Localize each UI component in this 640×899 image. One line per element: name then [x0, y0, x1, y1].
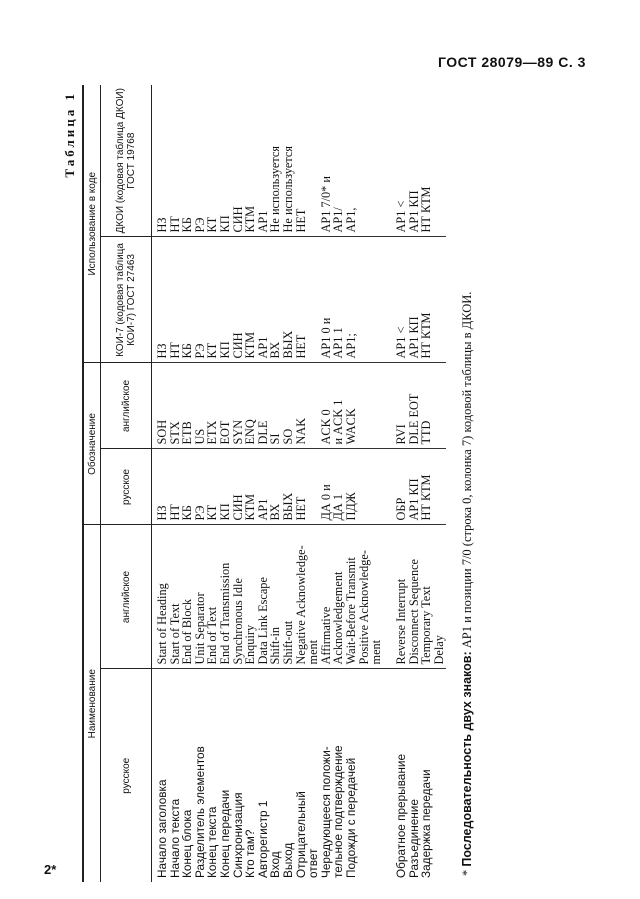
table-cell: SO — [281, 362, 295, 449]
table-cell: АР1, — [344, 84, 383, 237]
table-cell: End of Block — [180, 524, 194, 669]
column-header: английское — [100, 524, 152, 669]
column-header: английское — [100, 362, 152, 449]
table-cell: НЗ — [151, 448, 169, 525]
table-cell: RVI — [382, 362, 408, 449]
table-cell: Подожди с передачей — [343, 757, 358, 878]
table-cell: ПДЖ — [344, 448, 383, 525]
table-cell: ВЫХ — [281, 448, 295, 525]
table-cell: Отрицательный ответ — [293, 791, 321, 878]
table-row: Конец передачи End of Transmission КП EOT КП… — [217, 84, 232, 882]
table-cell: НЗ — [151, 84, 169, 237]
table-cell: КП — [218, 236, 232, 363]
table-cell: NAK — [294, 362, 320, 449]
document-header: ГОСТ 28079—89 С. 3 — [438, 54, 586, 70]
table-cell: КП — [218, 448, 232, 525]
table-cell: КП — [218, 84, 232, 237]
table-cell: НЗ — [151, 236, 169, 363]
table-cell: Конец передачи — [217, 789, 232, 878]
column-header: КОИ-7 (кодовая таблица КОИ-7) ГОСТ 27463 — [100, 236, 152, 363]
table-cell: НЕТ — [294, 448, 320, 525]
table-row: Конец блока End of Block КБ ETB КБ КБ — [180, 84, 195, 882]
table-cell: Affirmative Acknowledgement — [319, 524, 345, 669]
table-cell: SOH — [151, 362, 169, 449]
table-cell: ENQ — [243, 362, 257, 449]
footnote-mark: * — [460, 869, 474, 876]
table-cell: КТМ — [243, 236, 257, 363]
table-cell: Start of Heading — [151, 524, 169, 669]
table-cell: КБ — [180, 84, 194, 237]
group-header: Наименование — [83, 524, 101, 882]
table-cell: Reverse Interrupt — [382, 524, 408, 669]
table-cell: КТМ — [243, 448, 257, 525]
table-cell: КБ — [180, 236, 194, 363]
footnote-text: АР1 и позиции 7/0 (строка 0, колонка 7) … — [460, 291, 474, 652]
table-cell: Shift-out — [281, 524, 295, 669]
table-cell: Выход — [280, 842, 295, 878]
table-cell: КТМ — [243, 84, 257, 237]
table-row: Обратное прерывание Reverse Interrupt ОБР R… — [382, 84, 409, 882]
group-header: Обозначение — [83, 362, 101, 525]
table-cell: Начало заголовка — [155, 779, 169, 878]
table-cell: EOT — [218, 362, 232, 449]
table-cell: АР1 < — [382, 236, 408, 363]
table-cell: WACK — [344, 362, 383, 449]
table-cell: НТ КТМ — [419, 236, 446, 363]
table-row: Задержка передачи Temporary Text Delay НТ … — [419, 84, 446, 882]
column-header: русское — [100, 669, 152, 882]
table-cell: Кто там? — [243, 829, 258, 878]
table-cell: ДА 0 и ДА 1 — [319, 448, 345, 525]
table-cell: ОБР — [382, 448, 408, 525]
table-row: Начало текста Start of Text НТ STX НТ НТ — [168, 84, 182, 882]
table-cell: АР1 0 и АР1 1 — [319, 236, 345, 363]
table-caption: Таблица 1 — [62, 91, 77, 178]
codes-table: Наименование Обозначение Использование в… — [82, 84, 446, 882]
table-cell: НЕТ — [294, 84, 320, 237]
table-cell: ETB — [180, 362, 194, 449]
page-mark: 2* — [44, 862, 57, 877]
table-row: Кто там? Enquiry КТМ ENQ КТМ КТМ — [243, 84, 258, 882]
table-cell: ВЫХ — [281, 236, 295, 363]
footnote-lead: Последовательность двух знаков: — [460, 651, 474, 867]
table-cell: Обратное прерывание — [394, 753, 409, 878]
table-row: Подожди с передачей Wait-Before Transmit … — [343, 84, 383, 882]
table-cell: АР1 7/0* и АР1/ — [319, 84, 345, 237]
table-cell: АР1; — [344, 236, 383, 363]
column-header: русское — [100, 448, 152, 525]
table-cell: НЕТ — [294, 236, 320, 363]
table-row: Чередующееся положи- тельное подтвержден… — [318, 84, 346, 882]
table-cell: НТ КТМ — [419, 448, 446, 525]
table-cell: End of Transmission — [218, 524, 232, 669]
table-cell: Чередующееся положи- тельное подтвержден… — [318, 745, 346, 878]
table-cell: Не используется — [281, 84, 295, 237]
column-header: ДКОИ (кодовая таблица ДКОИ) ГОСТ 19768 — [100, 84, 152, 237]
rotated-table-frame: Таблица 1 Наименование Обозначение Испол… — [62, 84, 492, 882]
table-cell: Задержка передачи — [419, 769, 434, 878]
table-cell: TTD — [419, 362, 446, 449]
table-cell: Enquiry — [243, 524, 257, 669]
table-cell: РЭ — [193, 84, 207, 237]
table-cell: Temporary Text Delay — [419, 524, 446, 669]
table-cell: Wait-Before Transmit Positive Acknowledg… — [344, 524, 383, 669]
group-header: Использование в коде — [83, 84, 101, 363]
table-cell: КБ — [180, 448, 194, 525]
table-row: Конец текста End of Text КТ ETX КТ КТ — [205, 84, 219, 882]
table-cell: ACK 0 и ACK 1 — [319, 362, 345, 449]
table-row: Начало заголовка Start of Heading НЗ SOH НЗ Н… — [151, 84, 169, 882]
table-row: Синхронизация Synchronous Idle СИН SYN СИН СИ… — [231, 84, 245, 882]
footnote: * Последовательность двух знаков: АР1 и … — [460, 292, 475, 876]
table-cell: АР1 < — [382, 84, 408, 237]
table-row: Отрицательный ответ Negative Acknowledge-… — [293, 84, 321, 882]
table-cell: НТ КТМ — [419, 84, 446, 237]
table-cell: Negative Acknowledge- ment — [294, 524, 320, 669]
table-cell: НТ — [168, 84, 182, 237]
table-row: Разделитель элементов Unit Separator РЭ US Р… — [193, 84, 207, 882]
table-row: Выход Shift-out ВЫХ SO ВЫХ Не используется — [280, 84, 295, 882]
table-cell: Конец блока — [180, 809, 195, 878]
